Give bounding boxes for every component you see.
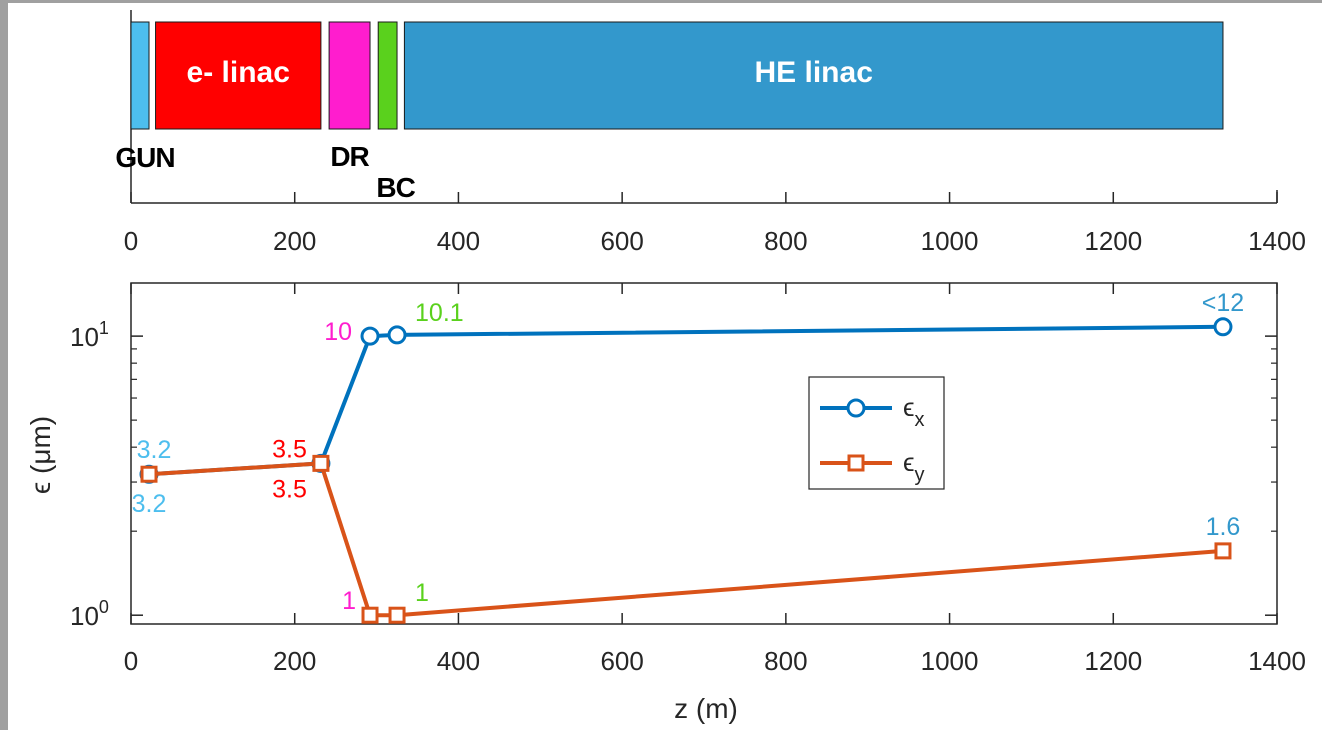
x-tick-label: 400 — [437, 646, 480, 676]
series-line — [148, 461, 1224, 618]
data-point — [312, 454, 330, 472]
legend-marker — [846, 398, 866, 418]
data-label: 10.1 — [415, 299, 464, 327]
data-label: 3.5 — [272, 435, 307, 463]
x-axis-title: z (m) — [674, 693, 738, 724]
data-label: 3.5 — [272, 475, 307, 503]
y-tick-label: 101 — [70, 318, 109, 352]
x-tick-label: 200 — [273, 646, 316, 676]
x-tick-label: 800 — [764, 646, 807, 676]
y-tick-label: 100 — [70, 597, 109, 631]
data-label: 1.6 — [1206, 513, 1241, 541]
data-point — [361, 606, 379, 624]
layout-x-tick-label: 800 — [764, 226, 807, 256]
layout-x-tick-label: 400 — [437, 226, 480, 256]
data-point — [1213, 317, 1233, 337]
layout-x-tick-label: 600 — [600, 226, 643, 256]
data-label: 1 — [415, 579, 429, 607]
y-axis-title: ϵ (μm) — [25, 416, 56, 494]
legend-box — [808, 376, 945, 490]
series-line — [148, 324, 1223, 477]
section-tag-label: DR — [330, 141, 369, 172]
layout-x-tick-label: 0 — [124, 226, 138, 256]
section-block — [155, 21, 322, 130]
section-block — [377, 21, 398, 130]
legend-label: ϵy — [903, 447, 925, 486]
x-tick-label: 1000 — [921, 646, 979, 676]
plot-box — [130, 282, 1278, 625]
section-name-label: e- linac — [187, 56, 290, 89]
layout-x-tick-label: 1400 — [1248, 226, 1306, 256]
legend: ϵx ϵy — [808, 376, 945, 490]
data-label: 10 — [324, 318, 352, 346]
x-tick-label: 1400 — [1248, 646, 1306, 676]
layout-panel: 0 200 400 600 800 1000 1200 1400 e- linac HE lina… — [115, 10, 1306, 256]
layout-x-tick-label: 1200 — [1084, 226, 1142, 256]
data-point — [360, 326, 380, 346]
data-label: 3.2 — [132, 490, 167, 518]
section-name-label: HE linac — [755, 56, 873, 89]
data-point — [1214, 542, 1232, 560]
legend-label: ϵx — [903, 392, 925, 431]
section-block — [130, 21, 150, 130]
legend-marker — [847, 454, 865, 472]
data-label: <12 — [1202, 289, 1244, 317]
data-label: 3.2 — [137, 436, 172, 464]
x-tick-label: 600 — [600, 646, 643, 676]
section-block — [328, 21, 371, 130]
x-tick-label: 0 — [124, 646, 138, 676]
layout-x-tick-label: 200 — [273, 226, 316, 256]
data-point — [388, 606, 406, 624]
data-point — [140, 465, 158, 483]
section-tag-label: BC — [376, 172, 415, 203]
section-block — [403, 21, 1224, 130]
data-point — [387, 325, 407, 345]
section-tag-label: GUN — [115, 142, 174, 173]
x-tick-label: 1200 — [1084, 646, 1142, 676]
layout-x-tick-label: 1000 — [921, 226, 979, 256]
data-label: 1 — [342, 587, 356, 615]
